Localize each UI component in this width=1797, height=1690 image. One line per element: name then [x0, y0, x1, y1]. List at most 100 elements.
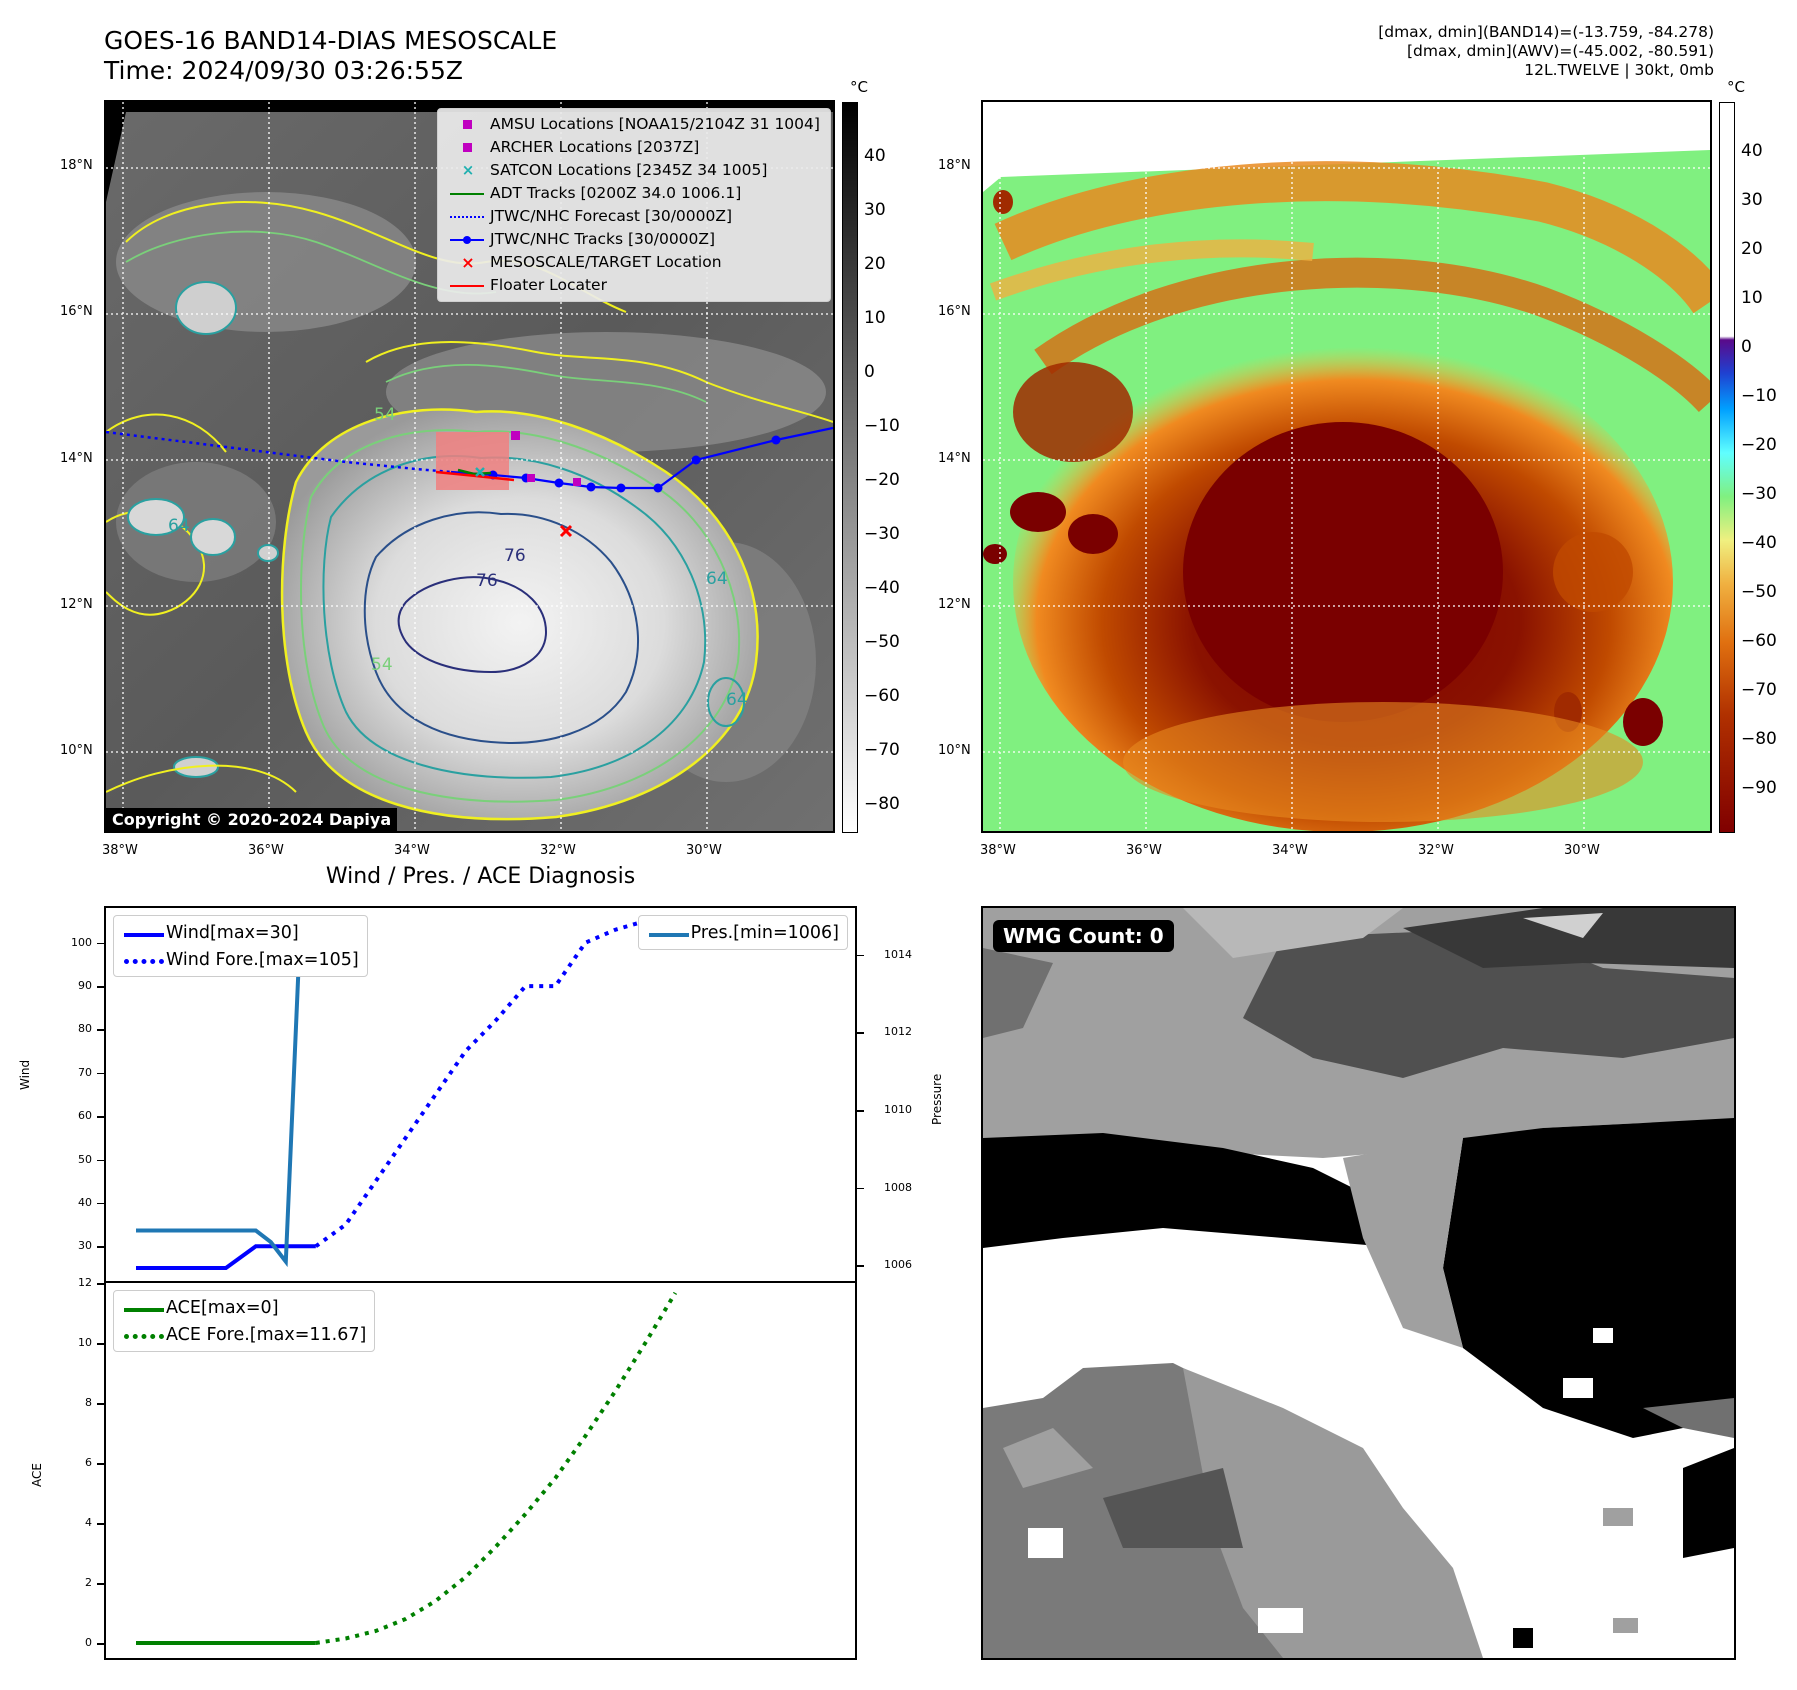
legend-item-wind-fore: Wind Fore.[max=105]: [122, 946, 359, 973]
series-line-forecast: [315, 1291, 678, 1645]
legend-item-target: × MESOSCALE/TARGET Location: [461, 253, 722, 272]
colorbar-tick: −20: [864, 470, 900, 490]
colorbar-tick: −30: [1741, 484, 1777, 504]
pressure-axis-title: Pressure: [930, 1073, 944, 1125]
colorbar-tick: −30: [864, 524, 900, 544]
lat-label: 10°N: [938, 743, 971, 758]
lon-label: 34°W: [394, 843, 430, 858]
stats-line-1: [dmax, dmin](BAND14)=(-13.759, -84.278): [1378, 23, 1714, 41]
lat-label: 14°N: [938, 451, 971, 466]
lon-label: 38°W: [980, 843, 1016, 858]
axis-tick-label: 1008: [884, 1180, 912, 1194]
axis-tick-label: 1006: [884, 1258, 912, 1272]
axis-tick-label: 10: [78, 1336, 92, 1349]
ace-svg: [136, 1291, 678, 1645]
colorbar-tick: −50: [1741, 582, 1777, 602]
colorbar-tick: −40: [864, 578, 900, 598]
ir-map-legend: AMSU Locations [NOAA15/2104Z 31 1004] AR…: [437, 108, 831, 302]
axis-tick-label: 2: [85, 1576, 92, 1589]
colorbar-tick: 30: [864, 200, 886, 220]
ir-map-panel: 54 64 76 54 64 64 76: [104, 100, 835, 833]
colorbar-tick: 10: [1741, 288, 1763, 308]
colorbar-tick: −80: [864, 794, 900, 814]
wmg-image: [983, 908, 1734, 1658]
lat-label: 18°N: [60, 158, 93, 173]
axis-tick-mark: [97, 1583, 104, 1585]
series-line-observed: [136, 915, 303, 1268]
axis-tick-mark: [97, 1643, 104, 1645]
copyright-label: Copyright © 2020-2024 Dapiya: [106, 808, 398, 831]
wmg-panel: WMG Count: 0: [981, 906, 1736, 1660]
pressure-legend: Pres.[min=1006]: [637, 915, 848, 950]
colorbar-tick: −60: [1741, 631, 1777, 651]
adt-track: [457, 468, 492, 476]
ir-colorbar-unit: °C: [850, 78, 868, 96]
colorbar-tick: −40: [1741, 533, 1777, 553]
lon-label: 36°W: [1126, 843, 1162, 858]
axis-tick-mark: [857, 1032, 864, 1034]
wind-legend: Wind[max=30] Wind Fore.[max=105]: [113, 915, 368, 977]
colorbar-tick: 0: [864, 362, 875, 382]
ace-plot: ACE[max=0] ACE Fore.[max=11.67]: [104, 1281, 857, 1660]
lon-label: 32°W: [1418, 843, 1454, 858]
colorbar-tick: −50: [864, 632, 900, 652]
axis-tick-mark: [97, 1403, 104, 1405]
axis-tick-mark: [97, 1283, 104, 1285]
legend-item-ace: ACE[max=0]: [122, 1294, 366, 1321]
axis-tick-mark: [97, 942, 104, 945]
lat-label: 12°N: [938, 597, 971, 612]
diagnosis-title: Wind / Pres. / ACE Diagnosis: [325, 864, 636, 889]
title-line-1: GOES-16 BAND14-DIAS MESOSCALE: [104, 26, 558, 55]
axis-tick-mark: [97, 1072, 104, 1075]
lat-label: 12°N: [60, 597, 93, 612]
legend-item-amsu: AMSU Locations [NOAA15/2104Z 31 1004]: [446, 113, 822, 136]
colorbar-tick: −60: [864, 686, 900, 706]
axis-tick-label: 100: [71, 935, 92, 949]
dias-map-panel: [981, 100, 1712, 833]
contour-label: 64: [706, 569, 728, 589]
colorbar-tick: 20: [864, 254, 886, 274]
axis-tick-label: 1014: [884, 947, 912, 961]
axis-tick-mark: [97, 1202, 104, 1205]
legend-item-wind: Wind[max=30]: [122, 919, 359, 946]
lat-label: 16°N: [938, 304, 971, 319]
axis-tick-mark: [857, 954, 864, 957]
axis-tick-mark: [97, 1463, 104, 1465]
colorbar-tick: −10: [864, 416, 900, 436]
axis-tick-mark: [97, 1523, 104, 1525]
colorbar-tick: 40: [864, 146, 886, 166]
axis-tick-mark: [97, 1343, 104, 1345]
axis-tick-label: 70: [78, 1065, 92, 1079]
colorbar-tick: 20: [1741, 239, 1763, 259]
archer-marker: [527, 474, 535, 482]
colorbar-tick: −70: [864, 740, 900, 760]
colorbar-tick: 10: [864, 308, 886, 328]
axis-tick-mark: [97, 986, 104, 988]
amsu-marker: [511, 431, 520, 440]
contour-label: 64: [726, 690, 748, 710]
colorbar-tick: 0: [1741, 337, 1752, 357]
ir-gridlines: [106, 102, 833, 831]
lat-label: 16°N: [60, 304, 93, 319]
lon-label: 34°W: [1272, 843, 1308, 858]
lon-label: 32°W: [540, 843, 576, 858]
wind-pressure-svg: [136, 915, 676, 1270]
colorbar-tick: −10: [1741, 386, 1777, 406]
axis-tick-mark: [857, 1187, 864, 1190]
axis-tick-label: 12: [78, 1276, 92, 1289]
lat-label: 18°N: [938, 158, 971, 173]
lon-label: 38°W: [102, 843, 138, 858]
target-marker: [559, 524, 573, 538]
axis-tick-label: 0: [85, 1636, 92, 1649]
axis-tick-label: 30: [78, 1239, 92, 1253]
archer-marker: [573, 478, 581, 486]
colorbar-tick: 40: [1741, 141, 1763, 161]
contour-label: 54: [374, 405, 396, 425]
axis-tick-mark: [857, 1110, 864, 1112]
axis-tick-label: 8: [85, 1396, 92, 1409]
wmg-count-badge: WMG Count: 0: [993, 920, 1174, 952]
axis-tick-label: 90: [78, 979, 92, 993]
axis-tick-mark: [97, 1029, 104, 1031]
axis-tick-mark: [857, 1265, 864, 1267]
colorbar-tick: −90: [1741, 778, 1777, 798]
